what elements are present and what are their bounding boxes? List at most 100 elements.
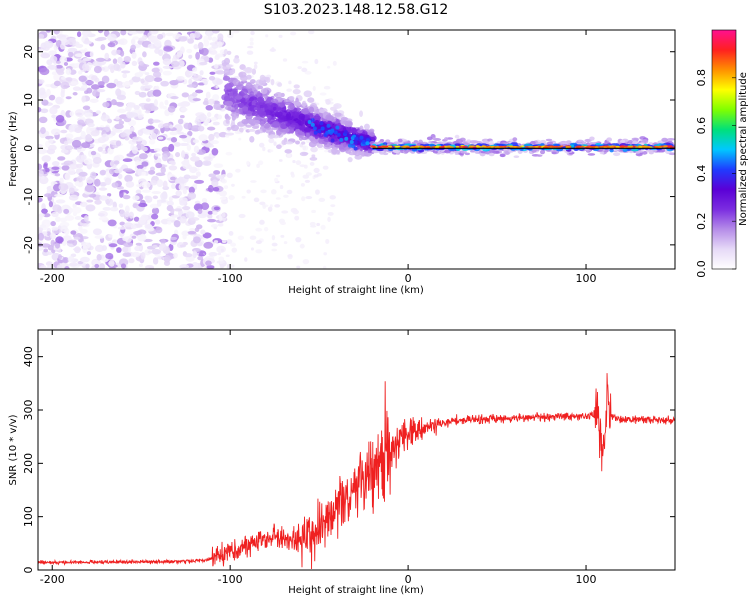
spectrogram-cell bbox=[157, 33, 164, 40]
spectrogram-cell bbox=[219, 196, 227, 200]
spectrogram-cell bbox=[39, 67, 50, 76]
spectrogram-cell bbox=[101, 75, 110, 84]
spectrogram-cell bbox=[244, 257, 248, 262]
spectrogram-cell bbox=[429, 144, 436, 147]
spectrogram-cell bbox=[265, 99, 270, 104]
spectrogram-cell bbox=[90, 130, 100, 137]
spectrogram-cell bbox=[217, 33, 224, 41]
spectrogram-cell bbox=[359, 135, 364, 140]
spectrogram-cell bbox=[108, 243, 118, 248]
spectrogram-cell bbox=[94, 263, 100, 269]
spectrogram-cell bbox=[48, 94, 56, 101]
spectrogram-cell bbox=[283, 194, 289, 198]
spectrogram-cell bbox=[132, 136, 139, 141]
spectrogram-cell bbox=[174, 142, 181, 147]
snr-series-line bbox=[38, 373, 675, 570]
spectrogram-cell bbox=[238, 137, 242, 141]
spectrogram-cell bbox=[315, 189, 320, 195]
spectrogram-cell bbox=[360, 150, 365, 157]
spectrogram-cell bbox=[78, 75, 87, 82]
spectrogram-cell bbox=[320, 224, 326, 230]
spectrogram-cell bbox=[168, 165, 178, 171]
spectrogram-cell bbox=[38, 106, 42, 113]
spectrogram-cell bbox=[565, 146, 572, 148]
spectrogram-cell bbox=[195, 115, 206, 123]
spectrogram-cell bbox=[559, 141, 568, 144]
spectrogram-cell bbox=[215, 85, 219, 89]
spectrogram-cell bbox=[394, 145, 399, 148]
spectrogram-cell bbox=[221, 174, 227, 177]
spectrogram-cell bbox=[546, 141, 554, 146]
spectrogram-cell bbox=[258, 78, 267, 86]
spectrogram-cell bbox=[162, 58, 172, 66]
spectrogram-cell bbox=[72, 86, 81, 91]
spectrogram-cell bbox=[160, 166, 166, 174]
spectrogram-cell bbox=[188, 54, 193, 59]
spectrogram-cell bbox=[344, 136, 349, 141]
spectrogram-cell bbox=[313, 109, 321, 114]
spectrogram-cell bbox=[271, 248, 278, 252]
spectrogram-cell bbox=[287, 254, 293, 258]
spectrogram-cell bbox=[218, 256, 225, 262]
spectrogram-cell bbox=[292, 88, 301, 95]
spectrogram-cell bbox=[162, 70, 172, 76]
spectrogram-cell bbox=[164, 99, 169, 106]
spectrogram-cell bbox=[169, 131, 178, 136]
spectrogram-cell bbox=[464, 152, 470, 156]
spectrogram-cell bbox=[71, 139, 82, 148]
spectrogram-cell bbox=[107, 42, 116, 48]
spectrogram-cell bbox=[213, 206, 220, 211]
spectrogram-cell bbox=[202, 160, 212, 167]
spectrogram-cell bbox=[183, 122, 192, 130]
spectrogram-cell bbox=[149, 203, 159, 209]
spectrogram-cell bbox=[44, 193, 53, 198]
spectrogram-cell bbox=[263, 227, 269, 232]
spectrogram-cell bbox=[192, 67, 198, 72]
spectrogram-cell bbox=[309, 161, 315, 166]
spectrogram-cell bbox=[246, 160, 250, 166]
spectrogram-cell bbox=[259, 219, 265, 225]
spectrogram-cell bbox=[63, 62, 69, 66]
spectrogram-cell bbox=[89, 98, 99, 103]
spectrogram-cell bbox=[50, 220, 56, 227]
spectrogram-cell bbox=[262, 146, 266, 152]
spectrogram-cell bbox=[82, 105, 91, 110]
spectrogram-cell bbox=[38, 116, 48, 124]
spectrogram-cell bbox=[192, 74, 203, 82]
spectrogram-cell bbox=[135, 242, 142, 246]
spectrogram-cell bbox=[160, 80, 170, 87]
spectrogram-cell bbox=[147, 170, 156, 175]
spectrogram-cell bbox=[136, 164, 144, 169]
spectrogram-cell bbox=[238, 81, 244, 86]
spectrogram-cell bbox=[205, 105, 214, 111]
spectrogram-cell bbox=[104, 52, 110, 61]
spectrogram-cell bbox=[187, 230, 197, 235]
spectrogram-cell bbox=[96, 127, 104, 131]
spectrogram-cell bbox=[249, 79, 256, 84]
spectrogram-cell bbox=[203, 156, 212, 161]
spectrogram-cell bbox=[197, 125, 205, 132]
spectrogram-cell bbox=[94, 38, 104, 42]
spectrogram-cell bbox=[438, 146, 445, 149]
spectrogram-cell bbox=[170, 236, 178, 241]
spectrogram-cell bbox=[545, 138, 553, 142]
spectrogram-cell bbox=[216, 41, 223, 48]
spectrogram-cell bbox=[120, 132, 127, 138]
spectrogram-cell bbox=[606, 137, 613, 142]
spectrogram-cell bbox=[157, 123, 165, 129]
snr-x-tick-label: -200 bbox=[40, 573, 65, 586]
spectrogram-cell bbox=[119, 221, 126, 226]
spectrogram-cell bbox=[119, 50, 125, 57]
spectrogram-cell bbox=[495, 146, 500, 149]
spectrogram-cell bbox=[192, 183, 198, 188]
spectrogram-cell bbox=[167, 220, 172, 225]
spectrogram-cell bbox=[310, 118, 315, 123]
spectrogram-cell bbox=[64, 266, 70, 269]
colorbar-tick-label: 0.6 bbox=[695, 117, 708, 135]
spectrogram-cell bbox=[155, 172, 166, 177]
spectrogram-cell bbox=[213, 170, 221, 175]
spectrogram-cell bbox=[104, 177, 112, 186]
spectrogram-cell bbox=[310, 122, 315, 127]
spectrogram-cell bbox=[253, 61, 258, 65]
